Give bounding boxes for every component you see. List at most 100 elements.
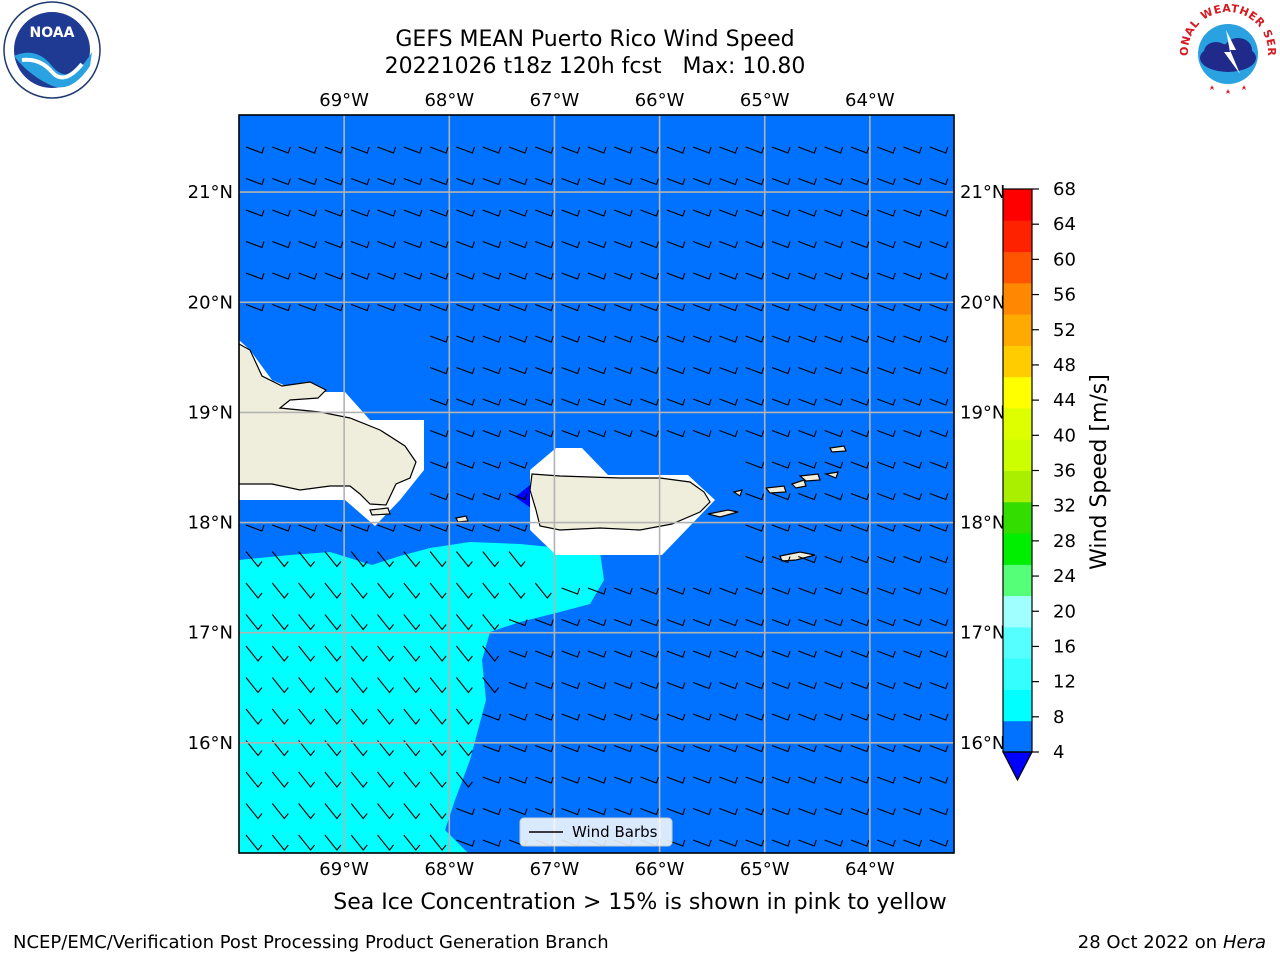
wind-barb bbox=[403, 834, 421, 851]
wind-barb bbox=[377, 209, 397, 217]
wind-barb bbox=[535, 240, 554, 249]
wind-barb bbox=[850, 555, 870, 564]
wind-barb bbox=[324, 834, 342, 851]
wind-contour-under-4 bbox=[515, 485, 531, 508]
wind-barb bbox=[561, 209, 581, 217]
wind-barb bbox=[429, 645, 447, 662]
wind-barb bbox=[587, 807, 607, 816]
lon-tick-top-4: 65°W bbox=[740, 90, 790, 111]
hispaniola-land bbox=[239, 343, 417, 506]
wind-barb bbox=[640, 429, 660, 438]
wind-barb bbox=[456, 335, 475, 343]
wind-barb bbox=[535, 618, 554, 627]
wind-barb bbox=[429, 146, 449, 154]
wind-barb bbox=[534, 582, 552, 599]
wind-barb bbox=[429, 335, 449, 343]
wind-barb bbox=[666, 744, 686, 753]
wind-barb bbox=[429, 240, 449, 249]
wind-barb bbox=[614, 587, 633, 595]
wind-barb bbox=[692, 272, 712, 280]
wind-barb bbox=[903, 177, 923, 186]
wind-barb bbox=[640, 366, 660, 375]
wind-barb bbox=[429, 740, 447, 757]
wind-barb bbox=[350, 551, 368, 568]
wind-barb bbox=[692, 587, 712, 595]
wind-barb bbox=[719, 335, 738, 343]
wind-barb bbox=[482, 335, 502, 343]
wind-barb bbox=[482, 582, 500, 599]
wind-barb bbox=[535, 776, 554, 784]
wind-barb bbox=[771, 429, 791, 438]
wind-barb bbox=[929, 587, 949, 595]
wind-barb bbox=[324, 740, 342, 757]
wind-barb bbox=[535, 650, 554, 658]
wind-barb bbox=[377, 677, 394, 694]
colorbar-under-extension bbox=[1002, 751, 1033, 782]
wind-barb bbox=[824, 744, 844, 753]
wind-barb bbox=[745, 240, 765, 249]
wind-barb bbox=[850, 398, 870, 406]
wind-barb bbox=[508, 524, 528, 532]
wind-barb bbox=[587, 366, 607, 375]
wind-barb bbox=[824, 713, 844, 721]
wind-barb bbox=[692, 744, 712, 753]
wind-barb bbox=[535, 713, 554, 721]
wind-barb bbox=[771, 713, 791, 721]
colorbar-bin-15 bbox=[1003, 251, 1032, 284]
colorbar-bin-6 bbox=[1003, 533, 1032, 565]
wind-barb bbox=[771, 587, 791, 595]
wind-barb bbox=[324, 803, 342, 820]
wind-barb bbox=[272, 209, 291, 217]
wind-barb bbox=[850, 335, 870, 343]
island-anegada bbox=[829, 445, 847, 453]
colorbar-bin-11 bbox=[1003, 376, 1032, 409]
wind-barb bbox=[324, 677, 342, 694]
wind-barb bbox=[561, 681, 581, 690]
wind-barb bbox=[824, 492, 844, 501]
wind-barb bbox=[351, 240, 370, 249]
wind-barb bbox=[666, 303, 686, 312]
wind-barb bbox=[666, 177, 686, 186]
wind-barb bbox=[456, 272, 475, 280]
wind-barb bbox=[745, 146, 765, 154]
wind-barb bbox=[877, 650, 896, 658]
wind-barb bbox=[429, 303, 449, 312]
wind-barb bbox=[877, 807, 896, 816]
wind-barb bbox=[508, 177, 528, 186]
lon-tick-top-1: 68°W bbox=[424, 90, 474, 111]
wind-barb bbox=[745, 335, 765, 343]
wind-barb bbox=[692, 681, 712, 690]
wind-barb bbox=[877, 461, 896, 469]
colorbar-bin-1 bbox=[1003, 689, 1032, 722]
wind-barb bbox=[929, 650, 949, 658]
wind-barb bbox=[666, 681, 686, 690]
wind-barb bbox=[351, 524, 370, 532]
wind-barb bbox=[666, 429, 686, 438]
wind-barb bbox=[298, 708, 316, 725]
wind-barb bbox=[429, 834, 447, 851]
wind-barb bbox=[377, 740, 394, 757]
colorbar-bin-16 bbox=[1003, 220, 1032, 253]
wind-barb bbox=[614, 776, 633, 784]
wind-barb bbox=[403, 803, 421, 820]
wind-barb bbox=[508, 650, 528, 658]
wind-barb bbox=[298, 272, 318, 280]
wind-barb bbox=[587, 146, 607, 154]
wind-barb bbox=[403, 303, 423, 312]
wind-barb bbox=[903, 398, 923, 406]
colorbar-tick-label-6: 28 bbox=[1053, 531, 1076, 552]
wind-barb bbox=[771, 366, 791, 375]
wind-barb bbox=[456, 429, 475, 438]
wind-barb bbox=[429, 398, 449, 406]
wind-barb bbox=[640, 398, 660, 406]
wind-barb bbox=[745, 209, 765, 217]
wind-barb bbox=[798, 398, 817, 406]
wind-barb bbox=[719, 587, 738, 595]
wind-barb bbox=[666, 587, 686, 595]
wind-barb bbox=[482, 677, 500, 694]
wind-barb bbox=[692, 335, 712, 343]
wind-barb bbox=[640, 650, 660, 658]
wind-barb bbox=[587, 303, 607, 312]
wind-barb bbox=[482, 776, 502, 784]
wind-barb bbox=[535, 177, 554, 186]
